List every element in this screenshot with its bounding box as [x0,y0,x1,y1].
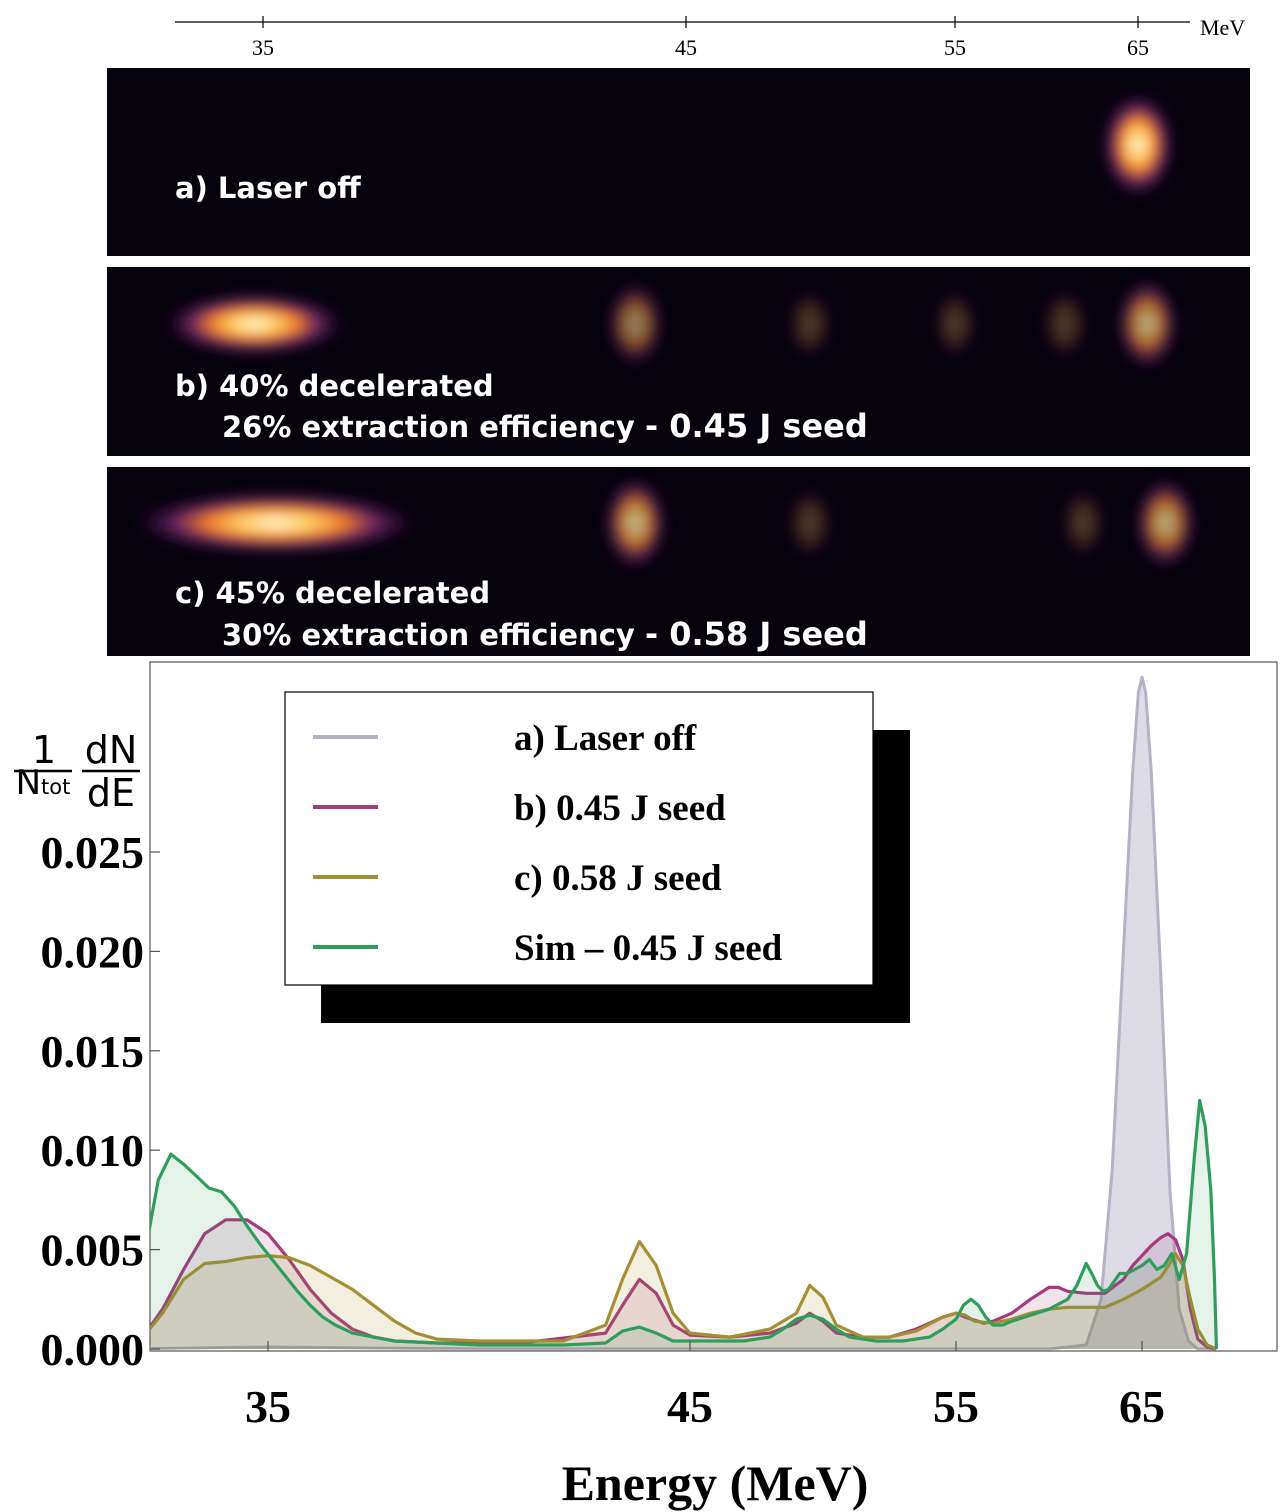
legend: a) Laser off b) 0.45 J seed c) 0.58 J seed… [284,691,910,1023]
spectrum-plot: 35 45 55 65 0.0000.0050.0100.0150.0200.025 … [14,661,1278,1511]
panel-c-label-line2: 30% extraction efficiency - 0.58 J seed [222,615,868,653]
panel-b-blob-0 [163,292,346,356]
top-axis-unit: MeV [1200,15,1245,40]
legend-label-1: b) 0.45 J seed [514,788,726,829]
x-tick-label: 35 [245,1381,291,1432]
series-3-area [150,1100,1217,1349]
panel-c-seed: - 0.58 J seed [645,615,868,653]
series-3-line [150,1098,1218,1350]
top-axis-tick-label: 35 [252,35,274,60]
y-tick-label: 0.015 [41,1026,145,1077]
legend-box [284,691,874,986]
y-tick-label: 0.005 [41,1225,145,1276]
panel-c-blob-0 [132,491,419,555]
panel-b-blob-2 [787,289,832,359]
series-1-line [150,1218,1217,1351]
y-tick-label: 0.000 [41,1324,145,1375]
panel-b-blob-4 [1041,288,1088,360]
series-3 [150,1098,1218,1350]
panel-a-label: a) Laser off [175,171,361,205]
series-layer [150,675,1218,1351]
series-0-line [150,675,1217,1351]
legend-label-3: Sim – 0.45 J seed [514,928,783,969]
panel-c-blob-3 [1060,488,1106,558]
panel-a-background [107,68,1250,256]
panel-c-blob-1 [603,476,668,570]
x-axis-label: Energy (MeV) [562,1455,869,1511]
x-tick-label: 65 [1119,1381,1165,1432]
legend-label-2: c) 0.58 J seed [514,858,722,899]
top-axis-tick-label: 65 [1127,35,1149,60]
series-0 [150,675,1217,1351]
series-0-area [150,677,1217,1349]
panel-c-efficiency: 30% extraction efficiency [222,618,635,652]
panel-b-blob-5 [1115,278,1179,370]
panel-b-label-line2: 26% extraction efficiency - 0.45 J seed [222,407,868,445]
panel-b-seed: - 0.45 J seed [645,407,868,445]
ylabel-subscript: tot [41,775,70,799]
panel-a-blob-0 [1101,93,1175,197]
x-axis-ticks: 35 45 55 65 [245,1341,1165,1432]
legend-label-0: a) Laser off [514,718,697,759]
y-tick-label: 0.020 [41,926,145,977]
x-tick-label: 55 [933,1381,979,1432]
panel-c-blob-2 [787,487,833,559]
ylabel-numerator-2: dN [85,728,138,772]
panel-c-blob-4 [1134,477,1197,569]
top-axis-tick-label: 55 [944,35,966,60]
ylabel-denominator-1: Ntot [16,763,71,803]
ylabel-numerator-1: 1 [32,728,56,772]
top-axis-tick-label: 45 [675,35,697,60]
y-axis-label: 1 Ntot dN dE [14,728,140,815]
panel-b-label-line1: b) 40% decelerated [175,369,494,403]
top-energy-axis: MeV 35 45 55 65 [175,15,1245,60]
series-2-line [150,1240,1218,1351]
panel-b-blob-1 [606,281,665,367]
y-tick-label: 0.025 [41,827,145,878]
panel-b-blob-3 [933,289,977,359]
panel-c-label-line1: c) 45% decelerated [175,576,490,610]
ylabel-denominator-2: dE [87,771,135,815]
y-tick-label: 0.010 [41,1125,145,1176]
panel-b-efficiency: 26% extraction efficiency [222,410,635,444]
x-tick-label: 45 [667,1381,713,1432]
y-axis-ticks: 0.000 0.005 0.010 0.015 0.020 0.025 [41,827,160,1375]
spectrometer-panels: a) Laser off b) 40% decelerated 26% extr… [107,68,1250,656]
